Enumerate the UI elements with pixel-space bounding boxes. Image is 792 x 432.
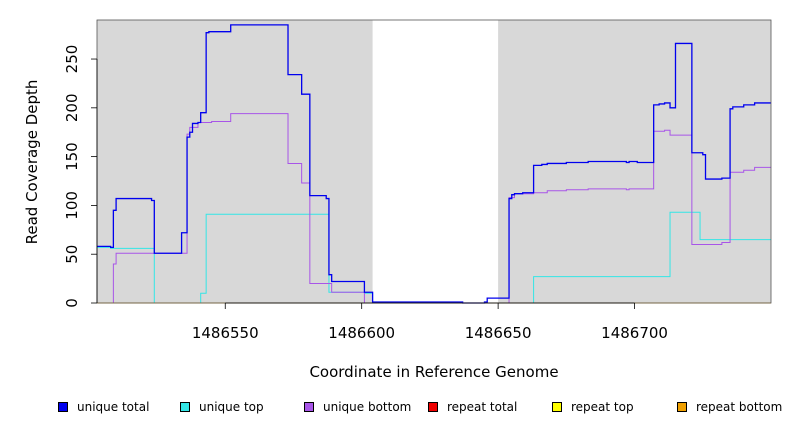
y-axis-label: Read Coverage Depth [23,80,41,245]
legend-item: repeat bottom [677,400,782,414]
y-tick-label: 50 [63,245,81,264]
legend-item: repeat top [552,400,634,414]
legend-label: repeat top [571,400,634,414]
y-tick-label: 200 [63,94,81,123]
legend-swatch [180,402,190,412]
shaded-region [97,20,373,303]
legend: unique total unique top unique bottom repea… [0,400,792,420]
legend-swatch [428,402,438,412]
x-axis-label: Coordinate in Reference Genome [309,363,558,381]
x-tick-label: 1486550 [192,324,259,342]
x-axis: 1486550 1486600 1486650 1486700 [192,302,668,342]
legend-label: unique total [77,400,150,414]
x-tick-label: 1486600 [328,324,395,342]
legend-item: unique top [180,400,264,414]
x-tick-label: 1486650 [465,324,532,342]
series-line-unique-total [97,24,771,304]
legend-swatch [677,402,687,412]
legend-swatch [304,402,314,412]
y-tick-label: 250 [63,45,81,74]
y-axis: 0 50 100 150 200 250 [63,45,98,308]
legend-label: unique top [199,400,264,414]
legend-label: repeat bottom [696,400,783,414]
y-tick-label: 100 [63,191,81,220]
y-tick-label: 150 [63,142,81,171]
legend-swatch [58,402,68,412]
x-tick-label: 1486700 [601,324,668,342]
legend-item: unique bottom [304,400,411,414]
legend-label: repeat total [447,400,518,414]
series-line-unique-bottom [97,113,771,304]
legend-label: unique bottom [323,400,412,414]
y-tick-label: 0 [63,298,81,308]
legend-item: unique total [58,400,149,414]
legend-item: repeat total [428,400,517,414]
legend-swatch [552,402,562,412]
